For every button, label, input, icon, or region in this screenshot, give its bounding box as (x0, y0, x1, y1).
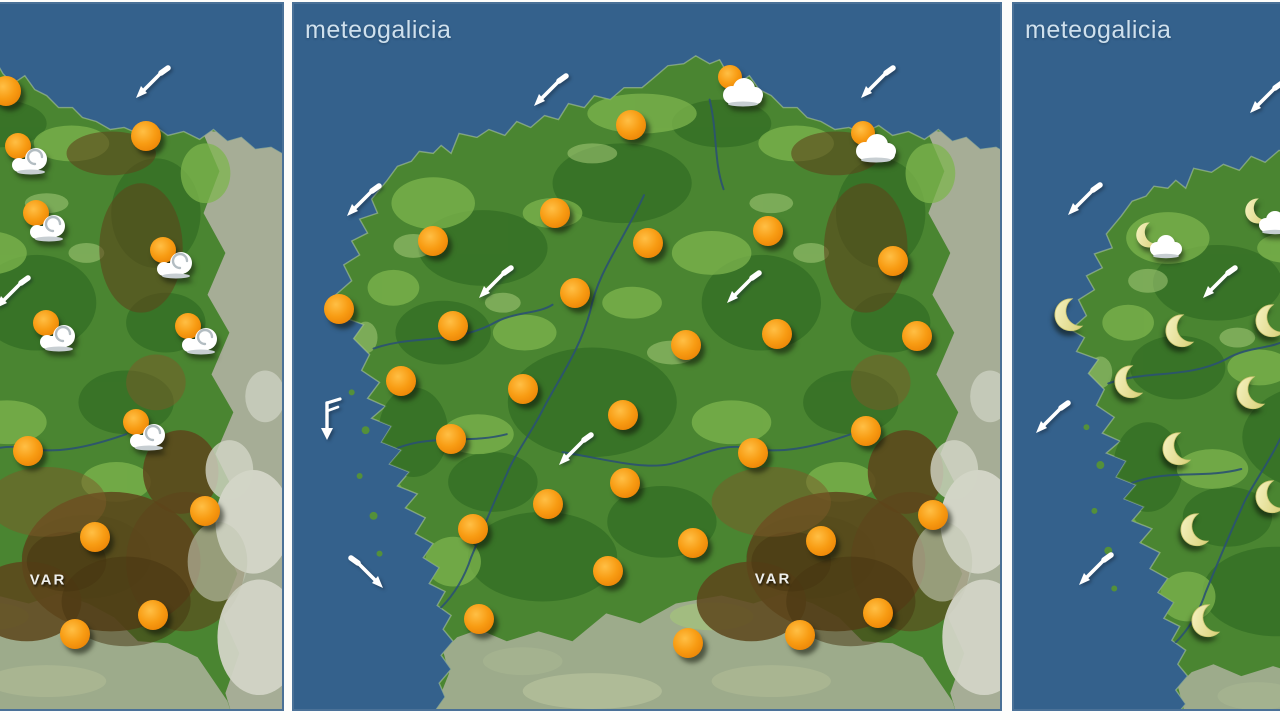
moon-icon (1157, 427, 1202, 470)
forecast-panel-left: VAR (0, 2, 284, 711)
sun-icon (758, 316, 796, 354)
sun-icon (382, 363, 420, 401)
wind-sw-icon (341, 182, 381, 222)
moon-icon (1049, 293, 1094, 336)
sun-icon (734, 435, 772, 473)
sun-icon (847, 413, 885, 451)
sun-windcloud-icon (3, 129, 56, 176)
sun-windcloud-icon (121, 405, 174, 452)
moon-icon (1231, 371, 1276, 414)
meteogalicia-logo: meteogalicia (1025, 16, 1172, 44)
moon-icon (1175, 508, 1220, 551)
sun-windcloud-icon (21, 196, 74, 243)
variable-wind-label: VAR (29, 571, 67, 589)
sun-icon (9, 433, 47, 471)
sun-icon (320, 291, 358, 329)
sun-icon (186, 493, 224, 531)
moon-cloud-icon (1131, 218, 1183, 262)
variable-wind-label: VAR (754, 570, 792, 588)
sun-cloud-icon (714, 63, 766, 109)
sun-icon (874, 243, 912, 281)
wind-se-icon (349, 554, 389, 594)
wind-sw-icon (1073, 551, 1113, 591)
wind-sw-icon (855, 64, 895, 104)
sun-windcloud-icon (31, 306, 84, 353)
sun-icon (669, 625, 707, 663)
sun-icon (859, 595, 897, 633)
wind-sw-icon (1062, 181, 1102, 221)
weather-icon-layer: VAR (0, 4, 282, 709)
sun-icon (127, 118, 165, 156)
sun-icon (606, 465, 644, 503)
moon-icon (1160, 309, 1205, 352)
wind-sw-icon (1030, 399, 1070, 439)
moon-icon (1250, 299, 1280, 342)
sun-icon (414, 223, 452, 261)
wind-sw-icon (528, 72, 568, 112)
forecast-panel-right: meteogalicia (1012, 2, 1280, 711)
sun-icon (667, 327, 705, 365)
sun-icon (134, 597, 172, 635)
wind-sw-icon (721, 269, 761, 309)
sun-icon (556, 275, 594, 313)
sun-icon (432, 421, 470, 459)
sun-icon (802, 523, 840, 561)
sun-icon (76, 519, 114, 557)
sun-icon (612, 107, 650, 145)
sun-icon (914, 497, 952, 535)
wind-sw-icon (553, 431, 593, 471)
wind-flag-icon (318, 396, 344, 442)
sun-icon (898, 318, 936, 356)
sun-windcloud-icon (148, 233, 201, 280)
moon-icon (1250, 475, 1280, 518)
wind-sw-icon (1197, 264, 1237, 304)
sun-icon (434, 308, 472, 346)
sun-icon (781, 617, 819, 655)
sun-cloud-icon (847, 119, 899, 165)
wind-sw-icon (1244, 79, 1280, 119)
moon-cloud-icon (1240, 194, 1280, 238)
wind-sw-icon (130, 64, 170, 104)
weather-icon-layer: VAR (294, 4, 1000, 709)
moon-icon (1109, 360, 1154, 403)
sun-icon (56, 616, 94, 654)
sun-windcloud-icon (173, 309, 226, 356)
sun-icon (749, 213, 787, 251)
sun-icon (536, 195, 574, 233)
sun-icon (529, 486, 567, 524)
wind-sw-icon (473, 264, 513, 304)
sun-icon (454, 511, 492, 549)
sun-icon (604, 397, 642, 435)
meteogalicia-logo: meteogalicia (305, 16, 452, 44)
moon-icon (1186, 599, 1231, 642)
sun-icon (629, 225, 667, 263)
sun-icon (504, 371, 542, 409)
sun-icon (674, 525, 712, 563)
sun-icon (460, 601, 498, 639)
sun-icon (0, 73, 25, 111)
weather-icon-layer (1014, 4, 1280, 709)
wind-sw-icon (0, 274, 30, 314)
sun-icon (589, 553, 627, 591)
forecast-panel-middle: VAR meteogalicia (292, 2, 1002, 711)
